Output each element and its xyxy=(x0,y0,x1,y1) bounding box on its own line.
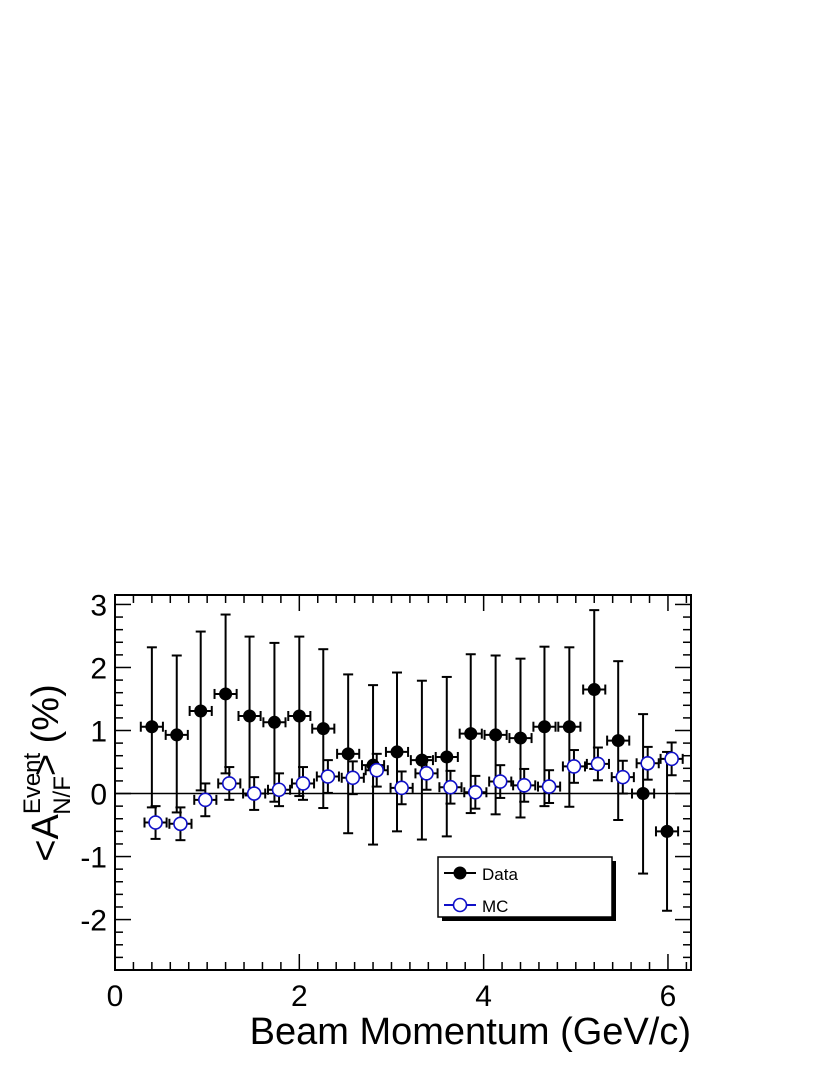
data-point xyxy=(292,709,306,723)
data-point xyxy=(194,704,208,718)
tick-labels: 0 2 4 6 -2 -1 0 1 2 3 xyxy=(80,589,676,1013)
data-point xyxy=(419,766,434,781)
legend-data-label: Data xyxy=(482,865,518,884)
data-point xyxy=(198,792,213,808)
data-point xyxy=(219,687,233,701)
data-point xyxy=(246,786,262,801)
data-point xyxy=(514,731,528,745)
y-axis-title-base: <A xyxy=(25,814,67,862)
data-point xyxy=(295,776,311,791)
data-point xyxy=(369,762,385,778)
data-point xyxy=(562,720,576,734)
axis-ticks xyxy=(114,595,691,970)
y-tick-label: -1 xyxy=(80,842,107,875)
data-point xyxy=(541,779,557,794)
data-point xyxy=(148,815,163,830)
data-point xyxy=(615,769,631,785)
data-point xyxy=(587,683,601,697)
data-point xyxy=(271,782,287,798)
data-point xyxy=(664,751,679,767)
data-point xyxy=(566,759,582,774)
x-tick-label: 0 xyxy=(107,980,124,1013)
x-tick-label: 4 xyxy=(475,980,492,1013)
series-layer xyxy=(139,609,684,912)
series-mc xyxy=(143,741,684,842)
y-tick-label: 0 xyxy=(90,779,107,812)
data-point xyxy=(267,715,281,729)
y-tick-label: 3 xyxy=(90,589,107,622)
legend-mc-marker xyxy=(452,897,468,913)
data-point xyxy=(173,816,188,832)
legend: Data MC xyxy=(437,856,616,921)
legend-data-marker xyxy=(453,866,467,880)
data-point xyxy=(443,779,458,795)
data-point xyxy=(660,824,674,838)
x-tick-label: 6 xyxy=(660,980,677,1013)
data-point xyxy=(464,727,478,741)
y-tick-label: 1 xyxy=(90,716,107,749)
data-point xyxy=(316,722,330,736)
y-axis-title: <AEvent N/F> (%) xyxy=(19,684,76,861)
data-point xyxy=(145,720,159,734)
y-axis-title-sub: N/F xyxy=(49,776,76,815)
y-tick-label: -2 xyxy=(80,905,107,938)
y-axis-title-sup: Event xyxy=(19,752,46,814)
data-point xyxy=(537,720,551,734)
data-point xyxy=(611,734,625,748)
x-tick-label: 2 xyxy=(291,980,308,1013)
data-point xyxy=(516,778,532,793)
data-point xyxy=(468,784,483,800)
y-tick-label: 2 xyxy=(90,652,107,685)
plot-frame xyxy=(114,594,692,971)
data-point xyxy=(170,728,184,742)
data-point xyxy=(489,728,503,742)
y-axis-title-suffix: > (%) xyxy=(25,684,67,776)
data-point xyxy=(636,787,650,801)
data-point xyxy=(590,756,606,772)
data-point xyxy=(243,709,257,723)
data-point xyxy=(345,770,361,786)
data-point xyxy=(394,780,409,796)
legend-mc-label: MC xyxy=(482,897,508,916)
data-point xyxy=(640,755,655,771)
data-point xyxy=(320,769,336,784)
data-point xyxy=(440,750,454,764)
x-axis-title: Beam Momentum (GeV/c) xyxy=(250,1011,691,1053)
data-point xyxy=(390,745,404,759)
data-point xyxy=(492,774,508,789)
data-point xyxy=(221,776,237,791)
series-data xyxy=(139,609,680,912)
data-point xyxy=(341,747,355,761)
